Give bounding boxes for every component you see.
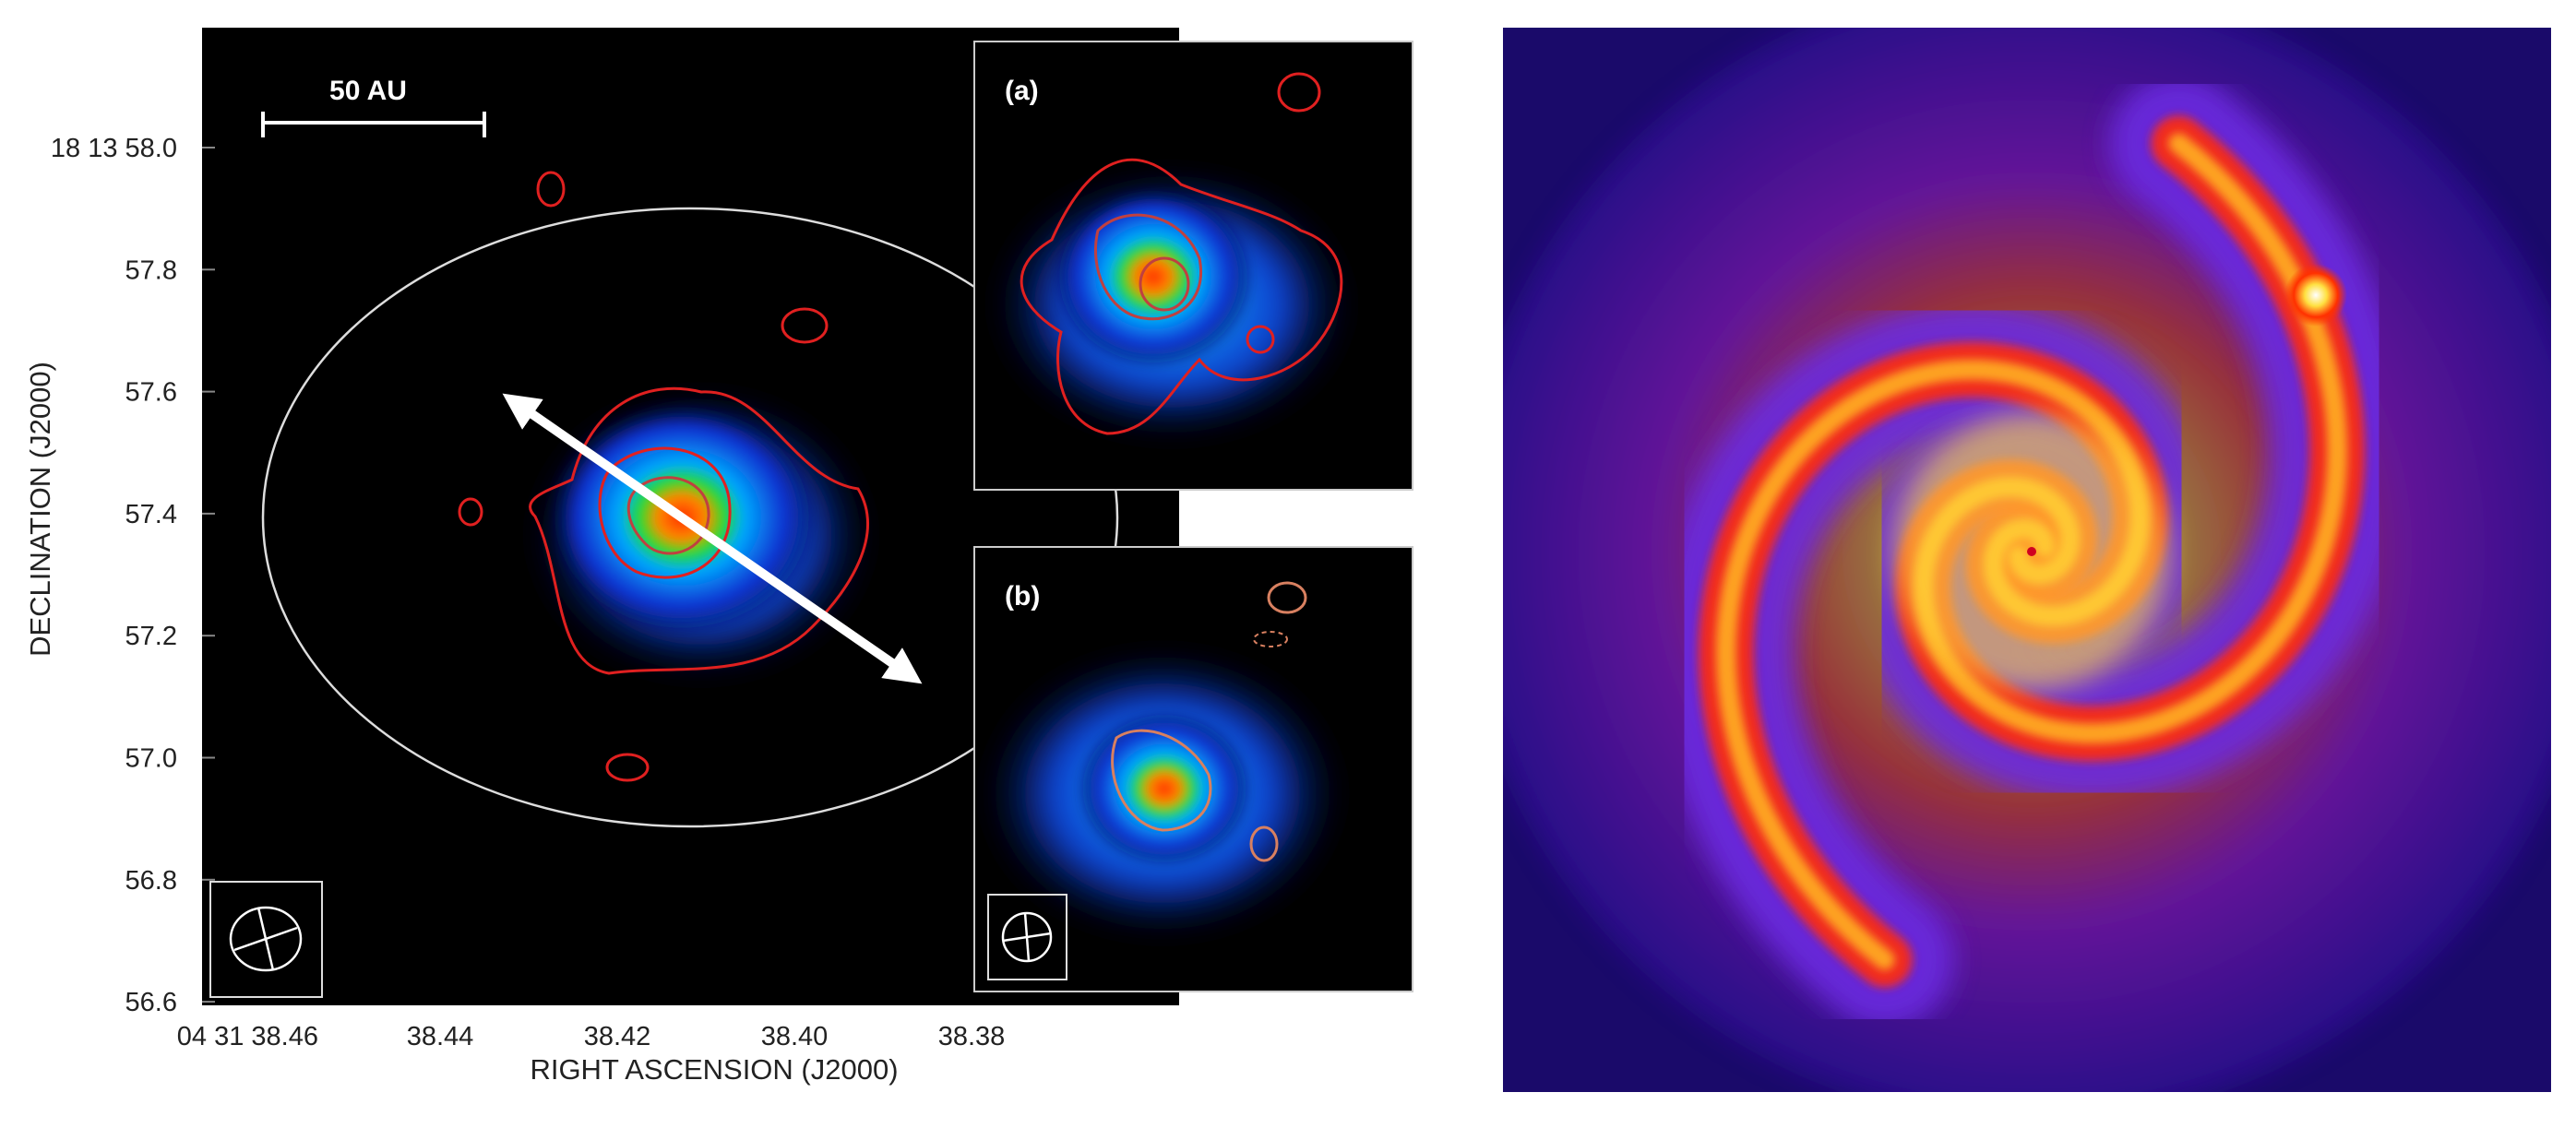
x-axis-label: RIGHT ASCENSION (J2000): [530, 1053, 898, 1086]
x-tick-label: 38.44: [407, 1022, 474, 1051]
beam-box: [987, 894, 1067, 980]
scale-label: 50 AU: [329, 76, 407, 106]
y-tick-label: 56.6: [125, 988, 177, 1017]
inset-label: (a): [1005, 76, 1039, 106]
inset-b: (b): [973, 546, 1413, 992]
contour: [605, 753, 650, 782]
spiral-arms: [1656, 74, 2407, 1029]
y-tick-label: 57.8: [125, 255, 177, 285]
contour: [1111, 729, 1212, 832]
beam-axis: [1023, 912, 1031, 962]
contour: [1020, 158, 1343, 435]
x-tick-label: 38.42: [584, 1022, 651, 1051]
beam: [229, 906, 303, 972]
contour: [1277, 72, 1321, 113]
contour: [458, 497, 483, 527]
y-tick-label: 57.6: [125, 378, 177, 408]
x-tick-label: 38.40: [761, 1022, 829, 1051]
emission-core: [1077, 710, 1252, 867]
inset-label: (b): [1005, 581, 1040, 611]
contour: [1249, 825, 1279, 862]
beam: [1001, 911, 1053, 963]
contour: [1267, 581, 1307, 614]
contour: [1139, 256, 1190, 312]
x-tick-label: 38.38: [938, 1022, 1006, 1051]
x-tick-label: 04 31 38.46: [177, 1022, 318, 1051]
y-tick-label: 57.2: [125, 622, 177, 651]
right-image: [1503, 28, 2551, 1092]
contour: [1093, 213, 1202, 321]
arrow: [502, 393, 923, 684]
beam-box: [209, 881, 323, 998]
beam-axis: [256, 907, 275, 971]
star: [2027, 547, 2036, 556]
emission-core: [1052, 184, 1255, 369]
y-tick-label: 57.4: [125, 500, 177, 529]
y-tick-label: 18 13 58.0: [51, 134, 177, 163]
contour: [781, 307, 829, 344]
contour: [1246, 325, 1275, 354]
contour: [536, 171, 566, 208]
inset-a: (a): [973, 41, 1413, 491]
y-axis-label: DECLINATION (J2000): [24, 362, 56, 657]
y-tick-label: 56.8: [125, 866, 177, 896]
planet: [2284, 264, 2347, 327]
y-tick-label: 57.0: [125, 744, 177, 774]
orbit-ellipse: [261, 207, 1119, 828]
contour: [1253, 631, 1288, 647]
